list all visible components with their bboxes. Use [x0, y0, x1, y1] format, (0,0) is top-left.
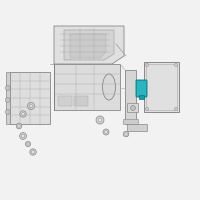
Polygon shape	[64, 30, 114, 60]
Circle shape	[27, 143, 29, 145]
Circle shape	[145, 63, 149, 67]
Bar	[6, 72, 10, 124]
Circle shape	[21, 134, 25, 138]
Circle shape	[145, 107, 149, 111]
Circle shape	[174, 63, 178, 67]
Circle shape	[27, 102, 35, 110]
Circle shape	[30, 149, 36, 155]
Bar	[125, 70, 136, 124]
FancyBboxPatch shape	[136, 80, 147, 97]
Circle shape	[16, 123, 22, 129]
Circle shape	[123, 131, 129, 137]
Circle shape	[132, 107, 134, 109]
Ellipse shape	[103, 74, 116, 100]
Circle shape	[5, 110, 10, 114]
Circle shape	[98, 118, 102, 122]
Bar	[144, 62, 179, 112]
Circle shape	[25, 141, 31, 147]
Circle shape	[29, 104, 33, 108]
Circle shape	[131, 106, 135, 110]
Circle shape	[174, 107, 178, 111]
Bar	[58, 96, 72, 106]
Bar	[139, 95, 144, 99]
Circle shape	[5, 86, 10, 90]
Polygon shape	[54, 26, 124, 64]
Circle shape	[125, 133, 127, 135]
Circle shape	[18, 125, 20, 127]
Bar	[74, 96, 88, 106]
Bar	[123, 119, 138, 124]
Circle shape	[105, 131, 107, 133]
Circle shape	[103, 129, 109, 135]
Circle shape	[20, 111, 26, 117]
Bar	[127, 103, 138, 112]
Polygon shape	[70, 34, 106, 58]
Circle shape	[96, 116, 104, 124]
Bar	[127, 124, 147, 131]
Circle shape	[32, 151, 34, 153]
Circle shape	[5, 98, 10, 102]
Circle shape	[22, 113, 24, 115]
Circle shape	[20, 133, 26, 139]
Bar	[146, 64, 177, 110]
Bar	[10, 72, 50, 124]
Polygon shape	[54, 64, 120, 110]
